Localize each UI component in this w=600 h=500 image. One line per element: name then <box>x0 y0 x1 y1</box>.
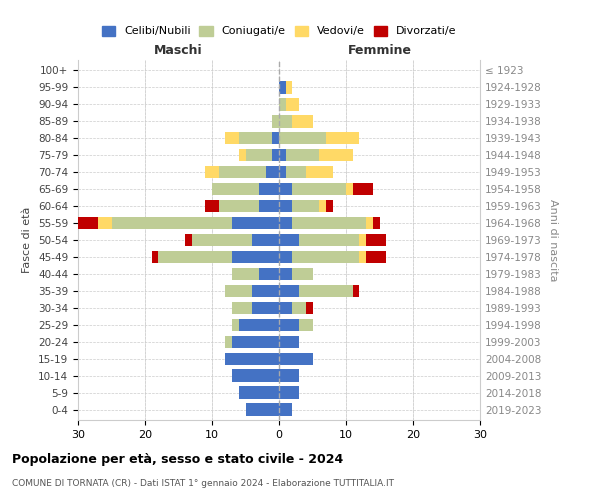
Bar <box>272 148 279 162</box>
Bar <box>292 200 319 212</box>
Bar <box>279 352 313 365</box>
Bar <box>245 404 279 416</box>
Bar <box>232 250 279 264</box>
Bar <box>346 182 353 196</box>
Bar <box>279 234 299 246</box>
Bar <box>226 132 239 144</box>
Bar <box>292 216 366 230</box>
Bar <box>286 148 319 162</box>
Bar <box>239 318 279 332</box>
Bar <box>366 250 386 264</box>
Text: COMUNE DI TORNATA (CR) - Dati ISTAT 1° gennaio 2024 - Elaborazione TUTTITALIA.IT: COMUNE DI TORNATA (CR) - Dati ISTAT 1° g… <box>12 479 394 488</box>
Bar <box>239 386 279 399</box>
Text: Femmine: Femmine <box>347 44 412 57</box>
Bar <box>185 234 192 246</box>
Bar <box>279 115 292 128</box>
Bar <box>286 81 292 94</box>
Bar <box>292 302 306 314</box>
Bar <box>373 216 380 230</box>
Bar <box>359 234 366 246</box>
Bar <box>326 200 332 212</box>
Y-axis label: Fasce di età: Fasce di età <box>22 207 32 273</box>
Bar <box>279 166 286 178</box>
Bar <box>319 200 326 212</box>
Bar <box>218 200 259 212</box>
Bar <box>279 268 292 280</box>
Bar <box>292 268 313 280</box>
Bar <box>299 318 313 332</box>
Bar <box>279 81 286 94</box>
Bar <box>212 182 259 196</box>
Y-axis label: Anni di nascita: Anni di nascita <box>548 198 558 281</box>
Bar <box>279 370 299 382</box>
Bar <box>259 268 279 280</box>
Bar <box>259 182 279 196</box>
Bar <box>353 182 373 196</box>
Bar <box>279 250 292 264</box>
Bar <box>252 302 279 314</box>
Bar <box>112 216 232 230</box>
Bar <box>279 216 292 230</box>
Bar <box>279 148 286 162</box>
Bar <box>259 200 279 212</box>
Bar <box>232 318 239 332</box>
Bar <box>366 216 373 230</box>
Bar <box>266 166 279 178</box>
Bar <box>232 302 252 314</box>
Bar <box>226 284 252 298</box>
Bar <box>292 115 313 128</box>
Bar <box>158 250 232 264</box>
Bar <box>226 336 232 348</box>
Text: Maschi: Maschi <box>154 44 203 57</box>
Bar <box>245 148 272 162</box>
Bar <box>286 166 306 178</box>
Bar <box>272 115 279 128</box>
Bar <box>286 98 299 110</box>
Bar <box>359 250 366 264</box>
Bar <box>299 284 353 298</box>
Bar <box>252 284 279 298</box>
Bar <box>299 234 359 246</box>
Bar <box>239 132 272 144</box>
Bar <box>232 336 279 348</box>
Bar <box>226 352 279 365</box>
Bar <box>279 98 286 110</box>
Bar <box>205 200 218 212</box>
Bar <box>279 404 292 416</box>
Bar <box>353 284 359 298</box>
Bar <box>279 200 292 212</box>
Bar <box>279 318 299 332</box>
Bar <box>279 386 299 399</box>
Bar <box>98 216 112 230</box>
Bar <box>279 302 292 314</box>
Bar <box>306 166 332 178</box>
Bar <box>366 234 386 246</box>
Legend: Celibi/Nubili, Coniugati/e, Vedovi/e, Divorzati/e: Celibi/Nubili, Coniugati/e, Vedovi/e, Di… <box>98 22 460 40</box>
Bar <box>279 336 299 348</box>
Bar <box>292 250 359 264</box>
Bar <box>279 284 299 298</box>
Bar <box>279 182 292 196</box>
Bar <box>232 216 279 230</box>
Bar <box>205 166 218 178</box>
Bar <box>319 148 353 162</box>
Bar <box>78 216 98 230</box>
Bar <box>279 132 326 144</box>
Bar <box>326 132 359 144</box>
Bar <box>252 234 279 246</box>
Bar <box>272 132 279 144</box>
Bar <box>232 268 259 280</box>
Bar <box>152 250 158 264</box>
Text: Popolazione per età, sesso e stato civile - 2024: Popolazione per età, sesso e stato civil… <box>12 452 343 466</box>
Bar <box>219 166 266 178</box>
Bar <box>239 148 245 162</box>
Bar <box>306 302 313 314</box>
Bar <box>292 182 346 196</box>
Bar <box>232 370 279 382</box>
Bar <box>192 234 252 246</box>
